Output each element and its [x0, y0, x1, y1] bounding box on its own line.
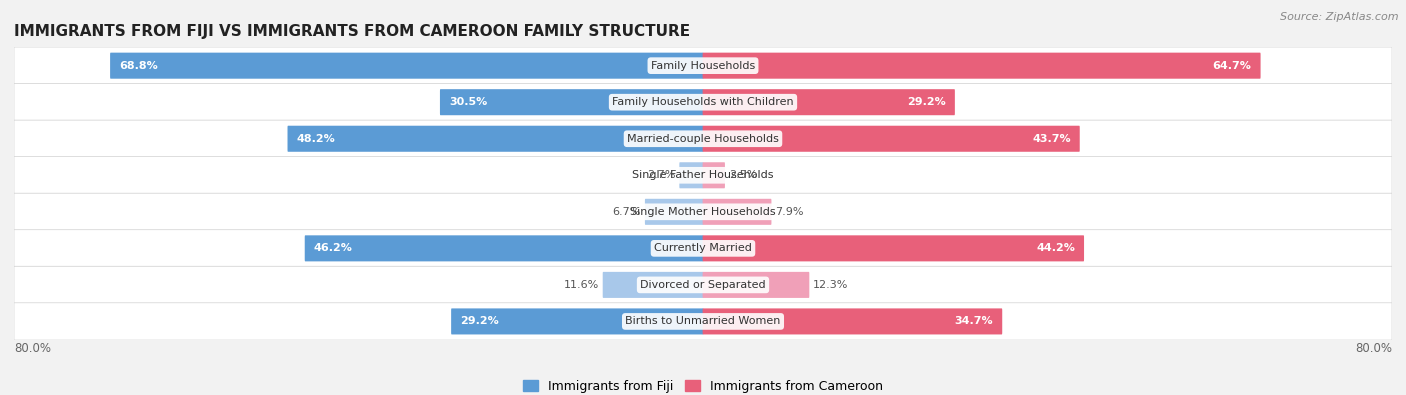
Text: 34.7%: 34.7% [955, 316, 993, 326]
Text: 7.9%: 7.9% [775, 207, 804, 217]
FancyBboxPatch shape [703, 308, 1002, 335]
FancyBboxPatch shape [703, 272, 810, 298]
FancyBboxPatch shape [703, 199, 772, 225]
Text: Single Mother Households: Single Mother Households [630, 207, 776, 217]
FancyBboxPatch shape [679, 162, 703, 188]
Text: Source: ZipAtlas.com: Source: ZipAtlas.com [1281, 12, 1399, 22]
FancyBboxPatch shape [14, 47, 1392, 84]
FancyBboxPatch shape [703, 126, 1080, 152]
FancyBboxPatch shape [603, 272, 703, 298]
Text: IMMIGRANTS FROM FIJI VS IMMIGRANTS FROM CAMEROON FAMILY STRUCTURE: IMMIGRANTS FROM FIJI VS IMMIGRANTS FROM … [14, 24, 690, 39]
Text: Currently Married: Currently Married [654, 243, 752, 253]
FancyBboxPatch shape [451, 308, 703, 335]
Text: 44.2%: 44.2% [1036, 243, 1076, 253]
FancyBboxPatch shape [14, 157, 1392, 194]
Text: Family Households: Family Households [651, 61, 755, 71]
Text: Family Households with Children: Family Households with Children [612, 97, 794, 107]
Text: Married-couple Households: Married-couple Households [627, 134, 779, 144]
FancyBboxPatch shape [703, 89, 955, 115]
Text: 2.5%: 2.5% [728, 170, 758, 180]
Text: 80.0%: 80.0% [14, 342, 51, 355]
Text: 43.7%: 43.7% [1032, 134, 1071, 144]
Text: 48.2%: 48.2% [297, 134, 335, 144]
FancyBboxPatch shape [645, 199, 703, 225]
FancyBboxPatch shape [14, 303, 1392, 340]
Text: 11.6%: 11.6% [564, 280, 599, 290]
FancyBboxPatch shape [305, 235, 703, 261]
FancyBboxPatch shape [14, 230, 1392, 267]
Text: 2.7%: 2.7% [647, 170, 675, 180]
FancyBboxPatch shape [14, 84, 1392, 121]
FancyBboxPatch shape [703, 235, 1084, 261]
Text: Divorced or Separated: Divorced or Separated [640, 280, 766, 290]
FancyBboxPatch shape [14, 120, 1392, 157]
Text: 6.7%: 6.7% [613, 207, 641, 217]
Text: 12.3%: 12.3% [813, 280, 849, 290]
Text: 29.2%: 29.2% [907, 97, 946, 107]
FancyBboxPatch shape [14, 193, 1392, 230]
Text: 46.2%: 46.2% [314, 243, 353, 253]
FancyBboxPatch shape [440, 89, 703, 115]
Text: 68.8%: 68.8% [120, 61, 157, 71]
FancyBboxPatch shape [703, 162, 725, 188]
FancyBboxPatch shape [110, 53, 703, 79]
Text: Births to Unmarried Women: Births to Unmarried Women [626, 316, 780, 326]
FancyBboxPatch shape [14, 266, 1392, 303]
Text: 29.2%: 29.2% [460, 316, 499, 326]
Text: 30.5%: 30.5% [449, 97, 488, 107]
Text: 64.7%: 64.7% [1213, 61, 1251, 71]
Text: Single Father Households: Single Father Households [633, 170, 773, 180]
Text: 80.0%: 80.0% [1355, 342, 1392, 355]
FancyBboxPatch shape [287, 126, 703, 152]
FancyBboxPatch shape [703, 53, 1261, 79]
Legend: Immigrants from Fiji, Immigrants from Cameroon: Immigrants from Fiji, Immigrants from Ca… [517, 375, 889, 395]
